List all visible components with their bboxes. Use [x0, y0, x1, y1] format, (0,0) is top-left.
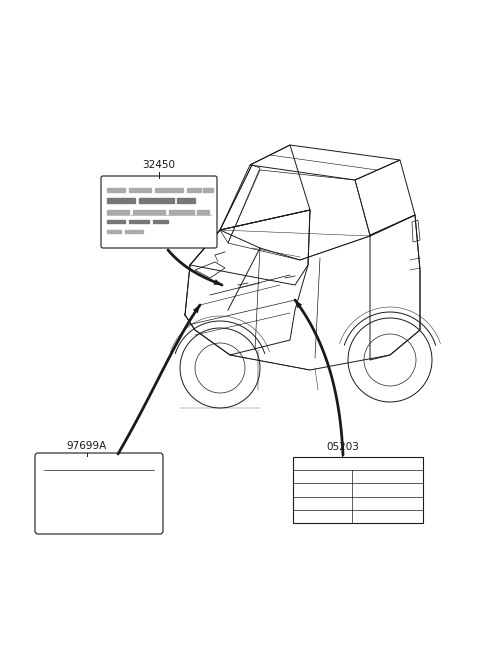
Bar	[155, 188, 183, 192]
Polygon shape	[214, 279, 222, 285]
Polygon shape	[295, 300, 302, 308]
Bar	[177, 198, 195, 203]
Bar	[197, 210, 209, 214]
Bar	[107, 210, 129, 214]
Text: 32450: 32450	[143, 160, 176, 170]
Bar	[125, 230, 143, 233]
Bar	[107, 198, 135, 203]
Bar	[153, 220, 168, 223]
Text: 05203: 05203	[326, 442, 359, 452]
Bar	[129, 188, 151, 192]
FancyBboxPatch shape	[293, 457, 423, 523]
Bar	[107, 230, 121, 233]
Text: 97699A: 97699A	[67, 441, 107, 451]
FancyBboxPatch shape	[101, 176, 217, 248]
Polygon shape	[193, 305, 200, 314]
Bar	[203, 188, 213, 192]
Bar	[139, 198, 174, 203]
Bar	[129, 220, 149, 223]
Bar	[107, 188, 125, 192]
Bar	[133, 210, 165, 214]
Bar	[169, 210, 194, 214]
FancyBboxPatch shape	[35, 453, 163, 534]
Bar	[187, 188, 201, 192]
Bar	[107, 220, 125, 223]
